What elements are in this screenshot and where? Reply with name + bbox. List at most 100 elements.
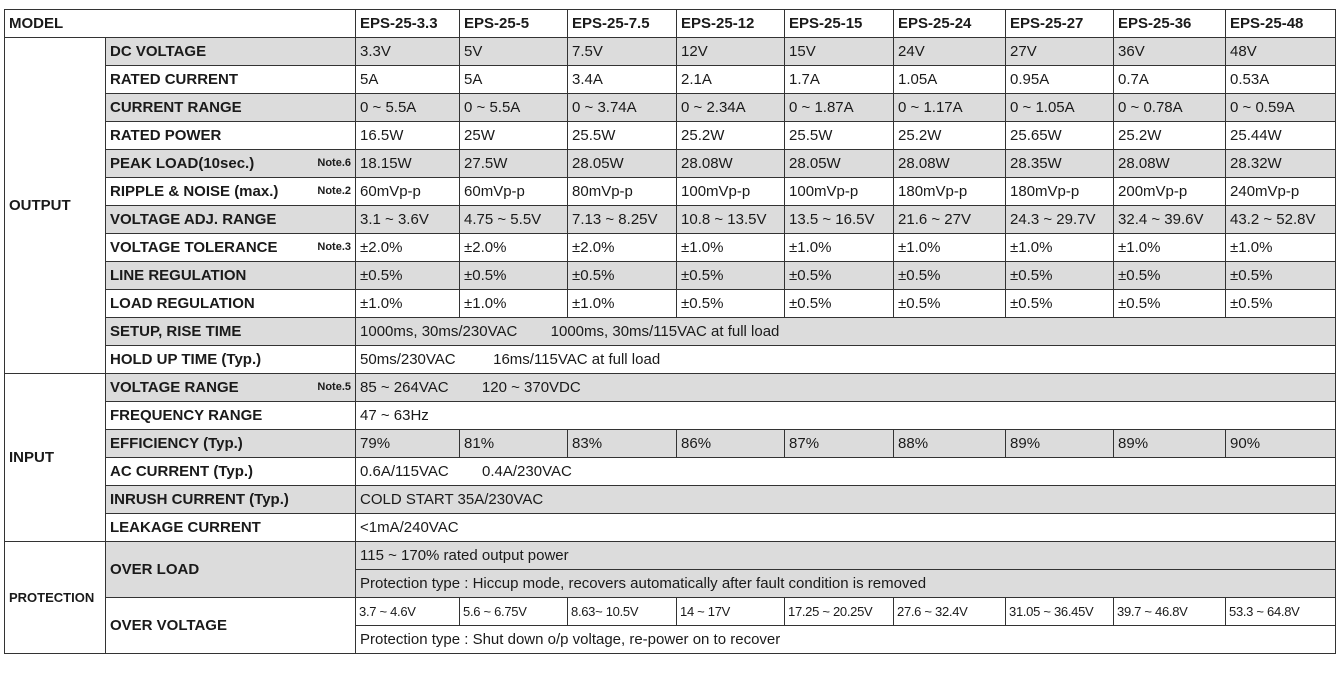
- cell-value: 2.1A: [676, 65, 786, 94]
- cell-value: 14 ~ 17V: [676, 597, 786, 626]
- cell-value: 25.5W: [784, 121, 895, 150]
- cell-value: 18.15W: [355, 149, 461, 178]
- row-over-voltage-2: Protection type : Shut down o/p voltage,…: [5, 625, 1337, 654]
- cell-value: 1.05A: [893, 65, 1007, 94]
- cell-value: ±1.0%: [355, 289, 461, 318]
- cell-value: 25.44W: [1225, 121, 1337, 150]
- item-label-cell: VOLTAGE RANGE Note.5: [104, 373, 357, 402]
- span-value: <1mA/240VAC: [355, 513, 1337, 542]
- model-name: EPS-25-48: [1225, 9, 1337, 38]
- model-name: EPS-25-15: [784, 9, 895, 38]
- cell-value: ±0.5%: [1225, 289, 1337, 318]
- cell-value: ±0.5%: [1225, 261, 1337, 290]
- item-label: PEAK LOAD(10sec.): [110, 155, 255, 172]
- span-value: 0.6A/115VAC 0.4A/230VAC: [355, 457, 1337, 486]
- cell-value: 0.7A: [1113, 65, 1227, 94]
- cell-value: 28.05W: [784, 149, 895, 178]
- cell-value: ±1.0%: [1005, 233, 1115, 262]
- item-label: VOLTAGE RANGE: [110, 379, 239, 396]
- cell-value: ±1.0%: [1225, 233, 1337, 262]
- cell-value: 31.05 ~ 36.45V: [1005, 597, 1115, 626]
- cell-value: ±0.5%: [893, 261, 1007, 290]
- cell-value: 24V: [893, 37, 1007, 66]
- cell-value: 28.05W: [567, 149, 678, 178]
- row-over-load-2: Protection type : Hiccup mode, recovers …: [5, 569, 1337, 598]
- cell-value: 5.6 ~ 6.75V: [459, 597, 569, 626]
- cell-value: ±2.0%: [567, 233, 678, 262]
- row-inrush-current: INRUSH CURRENT (Typ.) COLD START 35A/230…: [5, 485, 1337, 514]
- row-rated-current: RATED CURRENT 5A 5A 3.4A 2.1A 1.7A 1.05A…: [5, 65, 1337, 94]
- cell-value: 25.65W: [1005, 121, 1115, 150]
- row-dc-voltage: OUTPUT DC VOLTAGE 3.3V 5V 7.5V 12V 15V 2…: [4, 37, 1337, 374]
- cell-value: 79%: [355, 429, 461, 458]
- note-ref: Note.3: [317, 241, 352, 253]
- row-setup-rise-time: SETUP, RISE TIME 1000ms, 30ms/230VAC 100…: [5, 317, 1337, 346]
- cell-value: 3.1 ~ 3.6V: [355, 205, 461, 234]
- span-value: 1000ms, 30ms/230VAC 1000ms, 30ms/115VAC …: [355, 317, 1337, 346]
- group-output: OUTPUT: [4, 37, 106, 374]
- note-ref: Note.2: [317, 185, 352, 197]
- cell-value: 13.5 ~ 16.5V: [784, 205, 895, 234]
- cell-value: 5A: [459, 65, 569, 94]
- cell-value: 81%: [459, 429, 569, 458]
- item-label: LOAD REGULATION: [104, 289, 357, 318]
- cell-value: 88%: [893, 429, 1007, 458]
- cell-value: 32.4 ~ 39.6V: [1113, 205, 1227, 234]
- cell-value: 28.35W: [1005, 149, 1115, 178]
- model-name: EPS-25-5: [459, 9, 569, 38]
- cell-value: 28.08W: [1113, 149, 1227, 178]
- cell-value: ±2.0%: [355, 233, 461, 262]
- item-label-cell: VOLTAGE TOLERANCE Note.3: [104, 233, 357, 262]
- row-current-range: CURRENT RANGE 0 ~ 5.5A 0 ~ 5.5A 0 ~ 3.74…: [5, 93, 1337, 122]
- item-label: SETUP, RISE TIME: [104, 317, 357, 346]
- item-label: RIPPLE & NOISE (max.): [110, 183, 279, 200]
- cell-value: 25.2W: [893, 121, 1007, 150]
- cell-value: 7.13 ~ 8.25V: [567, 205, 678, 234]
- cell-value: ±0.5%: [676, 289, 786, 318]
- cell-value: 48V: [1225, 37, 1337, 66]
- cell-value: 100mVp-p: [784, 177, 895, 206]
- cell-value: 43.2 ~ 52.8V: [1225, 205, 1337, 234]
- model-name: EPS-25-24: [893, 9, 1007, 38]
- cell-value: 24.3 ~ 29.7V: [1005, 205, 1115, 234]
- cell-value: 200mVp-p: [1113, 177, 1227, 206]
- cell-value: ±0.5%: [355, 261, 461, 290]
- cell-value: ±1.0%: [567, 289, 678, 318]
- cell-value: 25.2W: [1113, 121, 1227, 150]
- cell-value: 21.6 ~ 27V: [893, 205, 1007, 234]
- item-label: DC VOLTAGE: [104, 37, 357, 66]
- cell-value: 0 ~ 5.5A: [459, 93, 569, 122]
- cell-value: ±0.5%: [1005, 261, 1115, 290]
- span-value: 85 ~ 264VAC 120 ~ 370VDC: [355, 373, 1337, 402]
- cell-value: 5A: [355, 65, 461, 94]
- cell-value: 7.5V: [567, 37, 678, 66]
- item-label-cell: RIPPLE & NOISE (max.) Note.2: [104, 177, 357, 206]
- span-value: 47 ~ 63Hz: [355, 401, 1337, 430]
- cell-value: 89%: [1113, 429, 1227, 458]
- cell-value: 28.08W: [676, 149, 786, 178]
- cell-value: ±0.5%: [1005, 289, 1115, 318]
- cell-value: ±1.0%: [459, 289, 569, 318]
- cell-value: 36V: [1113, 37, 1227, 66]
- row-frequency-range: FREQUENCY RANGE 47 ~ 63Hz: [5, 401, 1337, 430]
- item-label: RATED POWER: [104, 121, 357, 150]
- cell-value: ±0.5%: [459, 261, 569, 290]
- cell-value: ±1.0%: [1113, 233, 1227, 262]
- cell-value: 60mVp-p: [459, 177, 569, 206]
- cell-value: 0 ~ 0.59A: [1225, 93, 1337, 122]
- cell-value: 3.4A: [567, 65, 678, 94]
- spec-table: MODEL EPS-25-3.3 EPS-25-5 EPS-25-7.5 EPS…: [3, 9, 1337, 654]
- cell-value: 0 ~ 1.87A: [784, 93, 895, 122]
- note-ref: Note.5: [317, 381, 352, 393]
- item-label: CURRENT RANGE: [104, 93, 357, 122]
- cell-value: ±1.0%: [676, 233, 786, 262]
- item-label-cell: PEAK LOAD(10sec.) Note.6: [104, 149, 357, 178]
- cell-value: 25W: [459, 121, 569, 150]
- item-label: HOLD UP TIME (Typ.): [104, 345, 357, 374]
- item-label: RATED CURRENT: [104, 65, 357, 94]
- item-label: OVER VOLTAGE: [104, 597, 357, 654]
- row-leakage-current: LEAKAGE CURRENT <1mA/240VAC: [5, 513, 1337, 542]
- cell-value: 0 ~ 5.5A: [355, 93, 461, 122]
- item-label: VOLTAGE ADJ. RANGE: [104, 205, 357, 234]
- model-name: EPS-25-3.3: [355, 9, 461, 38]
